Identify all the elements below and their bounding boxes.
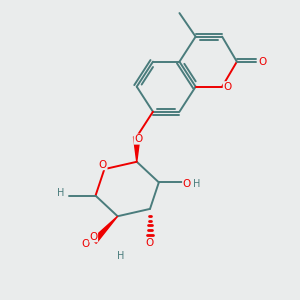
Text: H: H [117,251,124,261]
Text: O: O [146,238,154,248]
Polygon shape [92,216,118,243]
Text: H: H [193,179,200,189]
Text: O: O [99,160,107,170]
Text: O: O [183,179,191,189]
Polygon shape [134,137,140,162]
Text: O: O [258,57,267,67]
Text: O: O [89,232,98,242]
Text: O: O [82,239,90,249]
Text: O: O [134,134,142,144]
Text: H: H [56,188,64,198]
Text: O: O [223,82,232,92]
